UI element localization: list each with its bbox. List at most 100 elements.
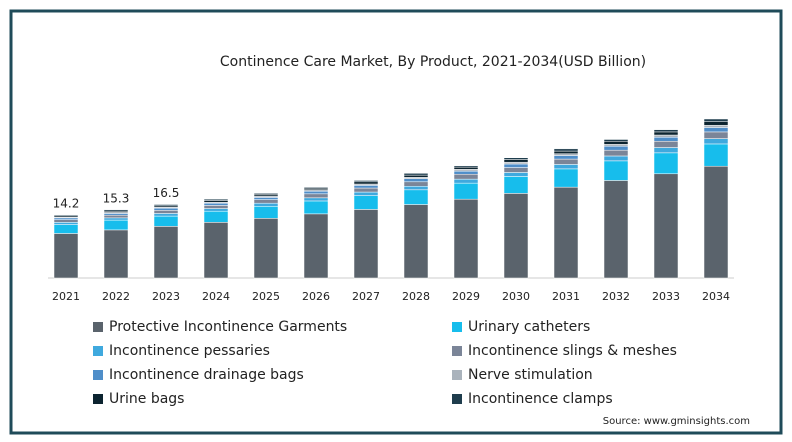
x-tick-label: 2024 [202, 290, 230, 303]
bar-segment [103, 217, 129, 221]
bar-segment [353, 195, 379, 210]
legend-label: Incontinence clamps [468, 391, 613, 407]
bar-segment [153, 204, 179, 207]
bar-segment [453, 182, 479, 200]
bar-segment [603, 139, 629, 142]
x-tick-label: 2031 [552, 290, 580, 303]
bar-segment [353, 180, 379, 183]
bar-segment [553, 168, 579, 188]
bar-segment [553, 155, 579, 160]
legend-label: Protective Incontinence Garments [109, 319, 347, 335]
bar-segment [503, 157, 529, 160]
bar-segment [453, 178, 479, 184]
bar-segment [703, 165, 729, 279]
bar-segment [503, 172, 529, 177]
x-tick-label: 2025 [252, 290, 280, 303]
bar-segment [453, 198, 479, 279]
bar-segment [353, 187, 379, 193]
bar-segment [653, 129, 679, 133]
bar-segment [353, 209, 379, 279]
bar-segment [203, 200, 229, 203]
bar-segment [503, 176, 529, 194]
bar-segment [303, 193, 329, 199]
bar-segment [653, 141, 679, 148]
x-tick-label: 2029 [452, 290, 480, 303]
legend-label: Incontinence slings & meshes [468, 343, 677, 359]
bar-segment [453, 173, 479, 180]
bar-segment [203, 205, 229, 209]
bar-segment [303, 197, 329, 202]
bar-segment [253, 202, 279, 207]
bar-segment [253, 193, 279, 195]
bar-segment [603, 160, 629, 181]
bar-segment [553, 153, 579, 156]
bar-segment [553, 186, 579, 279]
legend-swatch [93, 322, 103, 332]
bar-segment [353, 185, 379, 189]
bar-segment [603, 145, 629, 151]
bar-segment [703, 131, 729, 139]
source: Source: www.gminsights.com [603, 416, 750, 427]
bar-segment [603, 180, 629, 279]
x-tick-label: 2033 [652, 290, 680, 303]
total-label: 16.5 [153, 186, 180, 200]
bar-segment [403, 174, 429, 178]
bar-segment [303, 213, 329, 279]
bar-segment [203, 202, 229, 206]
bar-segment [453, 169, 479, 172]
x-tick-label: 2032 [602, 290, 630, 303]
legend-swatch [93, 370, 103, 380]
bar-segment [303, 190, 329, 195]
x-tick-label: 2028 [402, 290, 430, 303]
x-tick-label: 2022 [102, 290, 130, 303]
bar-segment [553, 148, 579, 152]
x-tick-label: 2034 [702, 290, 730, 303]
legend-label: Incontinence drainage bags [109, 367, 304, 383]
bar-segment [653, 152, 679, 175]
bar-segment [703, 143, 729, 167]
bar-segment [403, 173, 429, 176]
bar-segment [703, 118, 729, 122]
bar-segment [453, 166, 479, 170]
legend-label: Urinary catheters [468, 319, 590, 335]
bar-segment [503, 159, 529, 163]
total-label: 14.2 [53, 196, 80, 210]
bar-segment [303, 187, 329, 191]
x-tick-label: 2027 [352, 290, 380, 303]
legend-swatch [93, 394, 103, 404]
bar-segment [503, 167, 529, 173]
bar-segment [253, 218, 279, 279]
bar-segment [553, 158, 579, 165]
bar-segment [653, 137, 679, 142]
bar-segment [103, 214, 129, 219]
bar-segment [203, 198, 229, 201]
bar-segment [603, 155, 629, 162]
legend-swatch [93, 346, 103, 356]
bar-segment [503, 163, 529, 168]
bar-segment [703, 138, 729, 145]
legend-swatch [452, 322, 462, 332]
bar-segment [253, 194, 279, 197]
legend-swatch [452, 394, 462, 404]
bar-segment [703, 127, 729, 133]
bar-segment [303, 200, 329, 215]
bar-segment [203, 210, 229, 223]
bar-segment [103, 213, 129, 216]
bar-segment [103, 209, 129, 212]
bar-segment [653, 131, 679, 136]
bar-segment [653, 134, 679, 138]
bar-segment [453, 170, 479, 175]
bar-segment [203, 208, 229, 212]
bar-segment [53, 217, 79, 220]
x-tick-label: 2030 [502, 290, 530, 303]
bar-segment [53, 233, 79, 279]
bar-segment [403, 186, 429, 191]
bar-segment [53, 224, 79, 234]
chart-title: Continence Care Market, By Product, 2021… [220, 54, 646, 70]
bar-segment [703, 121, 729, 126]
legend-swatch [452, 346, 462, 356]
x-tick-label: 2021 [52, 290, 80, 303]
bar-segment [303, 186, 329, 189]
